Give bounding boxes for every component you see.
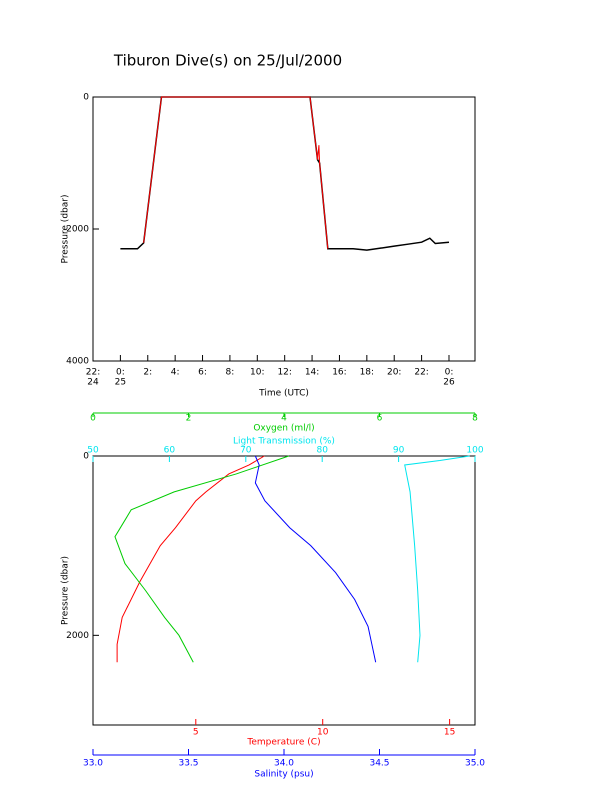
y-tick-label: 0 [83, 93, 89, 103]
x-tick-label: 10: [250, 368, 264, 378]
x-tick-label: 70 [240, 446, 252, 456]
x-tick-sublabel: 25 [115, 378, 126, 388]
x-tick-label: 0: [445, 368, 454, 378]
x-tick-label: 35.0 [465, 759, 485, 769]
x-tick-sublabel: 24 [87, 378, 99, 388]
x-tick-sublabel: 26 [443, 378, 455, 388]
x-axis-label: Oxygen (ml/l) [253, 424, 314, 434]
x-tick-label: 18: [360, 368, 374, 378]
x-tick-label: 100 [466, 446, 483, 456]
x-tick-label: 14: [305, 368, 319, 378]
x-tick-label: 50 [87, 446, 99, 456]
y-axis-label: Pressure (dbar) [61, 195, 71, 264]
x-tick-label: 12: [277, 368, 291, 378]
data-line [116, 455, 265, 663]
x-tick-label: 80 [316, 446, 328, 456]
x-tick-label: 60 [164, 446, 176, 456]
x-tick-label: 5 [193, 728, 199, 738]
x-tick-label: 4: [171, 368, 180, 378]
x-tick-label: 2 [186, 414, 192, 424]
x-axis-label: Time (UTC) [258, 389, 309, 399]
plot-frame [92, 455, 476, 726]
y-tick-label: 2000 [66, 631, 89, 641]
y-tick-label: 2000 [66, 225, 89, 235]
data-line [114, 455, 289, 663]
data-line [254, 455, 377, 663]
x-tick-label: 22: [86, 368, 100, 378]
x-tick-label: 33.5 [178, 759, 198, 769]
x-axis-label: Temperature (C) [246, 738, 320, 748]
x-tick-label: 2: [143, 368, 152, 378]
chart-title: Tiburon Dive(s) on 25/Jul/2000 [113, 52, 342, 70]
x-tick-label: 22: [414, 368, 428, 378]
x-tick-label: 34.0 [274, 759, 294, 769]
y-tick-label: 0 [83, 452, 89, 462]
x-tick-label: 0: [116, 368, 125, 378]
x-tick-label: 20: [387, 368, 401, 378]
x-tick-label: 90 [393, 446, 405, 456]
x-tick-label: 8: [226, 368, 235, 378]
data-line [404, 455, 470, 663]
x-tick-label: 6: [198, 368, 207, 378]
x-tick-label: 33.0 [83, 759, 103, 769]
x-tick-label: 4 [281, 414, 287, 424]
x-tick-label: 15 [444, 728, 455, 738]
data-line [143, 96, 329, 249]
plot-frame [92, 96, 476, 362]
x-tick-label: 16: [332, 368, 346, 378]
x-tick-label: 10 [317, 728, 329, 738]
y-tick-label: 4000 [66, 357, 89, 367]
x-tick-label: 0 [90, 414, 96, 424]
x-axis-label: Light Transmission (%) [233, 437, 335, 447]
data-line [120, 96, 450, 251]
x-tick-label: 6 [377, 414, 383, 424]
x-tick-label: 8 [472, 414, 478, 424]
x-tick-label: 34.5 [369, 759, 389, 769]
x-axis-label: Salinity (psu) [254, 770, 313, 780]
y-axis-label: Pressure (dbar) [61, 556, 71, 625]
